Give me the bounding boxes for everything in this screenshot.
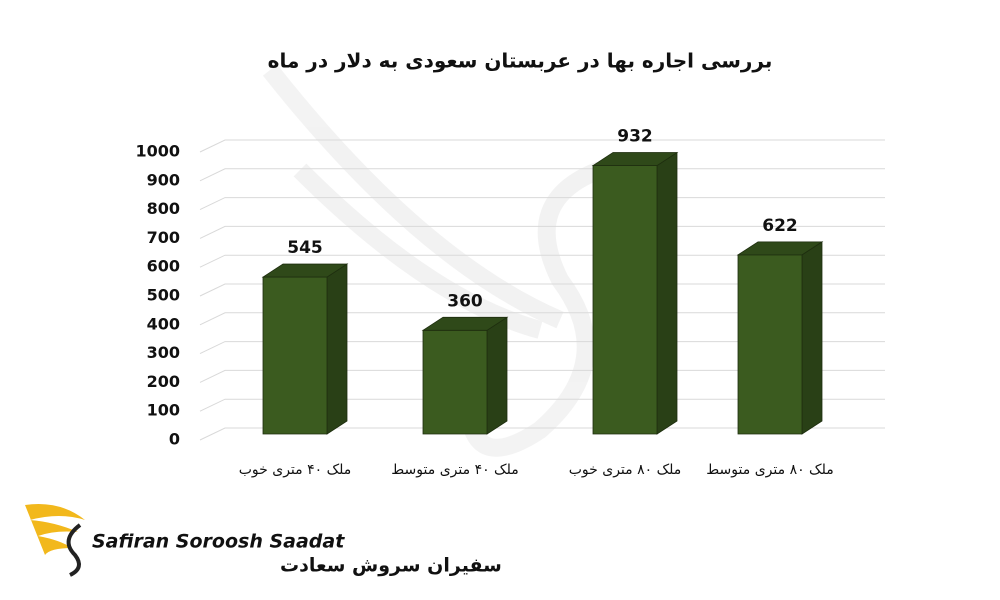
- value-label: 932: [617, 127, 653, 147]
- logo: Safiran Soroosh Saadat سفیران سروش سعادت: [25, 504, 502, 577]
- bar: [261, 263, 349, 435]
- bar: [736, 241, 824, 435]
- y-tick-label: 700: [147, 228, 180, 247]
- bar: [591, 151, 679, 435]
- bar-side: [801, 241, 823, 435]
- x-tick-label: ملک ۴۰ متری خوب: [239, 462, 352, 478]
- bar-top: [261, 263, 349, 278]
- bar: [421, 316, 509, 435]
- y-tick-label: 100: [147, 401, 180, 420]
- value-label: 360: [447, 291, 483, 311]
- bar-side: [656, 151, 678, 435]
- y-tick-label: 900: [147, 170, 180, 189]
- y-tick-label: 500: [147, 286, 180, 305]
- x-tick-label: ملک ۸۰ متری متوسط: [706, 462, 833, 478]
- y-tick-label: 0: [169, 430, 180, 449]
- bar-top: [591, 152, 679, 166]
- watermark: [262, 64, 604, 457]
- bar-side: [326, 263, 348, 435]
- y-tick-label: 300: [147, 343, 180, 362]
- bar-front: [737, 254, 803, 435]
- logo-name-en: Safiran Soroosh Saadat: [92, 531, 345, 553]
- bar-front: [592, 165, 658, 435]
- bar-front: [422, 329, 488, 435]
- logo-s: [66, 523, 82, 577]
- grid-line: [199, 139, 885, 153]
- y-tick-label: 200: [147, 372, 180, 391]
- y-tick-label: 800: [147, 199, 180, 218]
- x-tick-label: ملک ۸۰ متری خوب: [569, 462, 682, 478]
- bar-front: [262, 276, 328, 435]
- y-tick-label: 600: [147, 257, 180, 276]
- logo-wing: [25, 504, 85, 555]
- y-tick-label: 400: [147, 314, 180, 333]
- bar-top: [736, 241, 824, 256]
- bar-top: [421, 316, 509, 331]
- value-label: 622: [762, 216, 798, 236]
- logo-name-fa: سفیران سروش سعادت: [280, 555, 502, 577]
- x-tick-label: ملک ۴۰ متری متوسط: [391, 462, 518, 478]
- y-tick-label: 1000: [135, 142, 180, 161]
- chart-title: بررسی اجاره بها در عربستان سعودی به دلار…: [268, 49, 773, 73]
- bar-side: [486, 316, 508, 435]
- value-label: 545: [287, 238, 323, 258]
